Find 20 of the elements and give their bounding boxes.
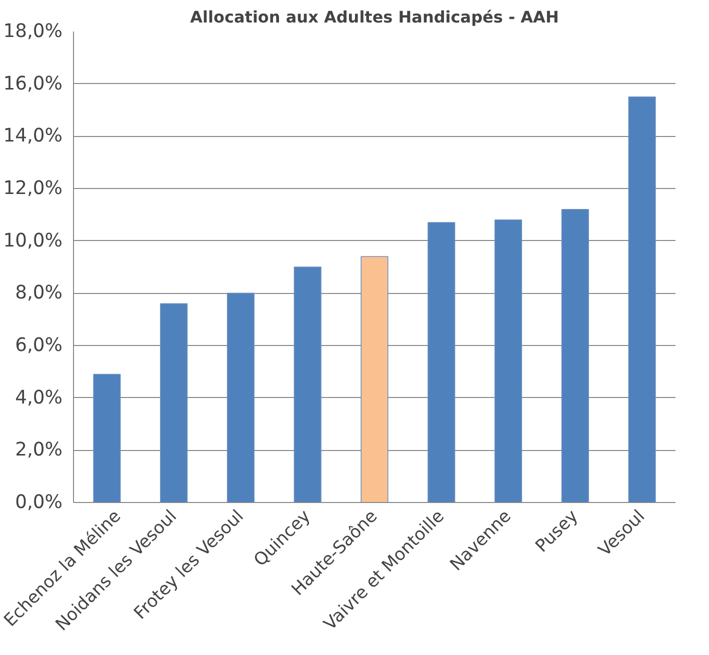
y-tick-label: 12,0%	[3, 178, 63, 199]
bar	[160, 303, 188, 502]
y-tick-label: 14,0%	[3, 126, 63, 147]
y-tick-label: 16,0%	[3, 73, 63, 94]
bar	[628, 96, 656, 502]
chart-title: Allocation aux Adultes Handicapés - AAH	[190, 8, 559, 26]
bar	[428, 222, 456, 502]
bar	[561, 209, 589, 502]
y-tick-label: 18,0%	[3, 21, 63, 42]
y-tick-label: 2,0%	[15, 440, 63, 461]
y-tick-label: 4,0%	[15, 387, 63, 408]
y-tick-label: 6,0%	[15, 335, 63, 356]
bar	[494, 220, 522, 502]
y-tick-label: 0,0%	[15, 492, 63, 513]
y-tick-label: 8,0%	[15, 282, 63, 304]
bar	[93, 374, 121, 502]
bar	[226, 292, 254, 502]
y-tick-label: 10,0%	[3, 230, 63, 252]
bar	[294, 266, 322, 502]
bar	[360, 256, 388, 502]
